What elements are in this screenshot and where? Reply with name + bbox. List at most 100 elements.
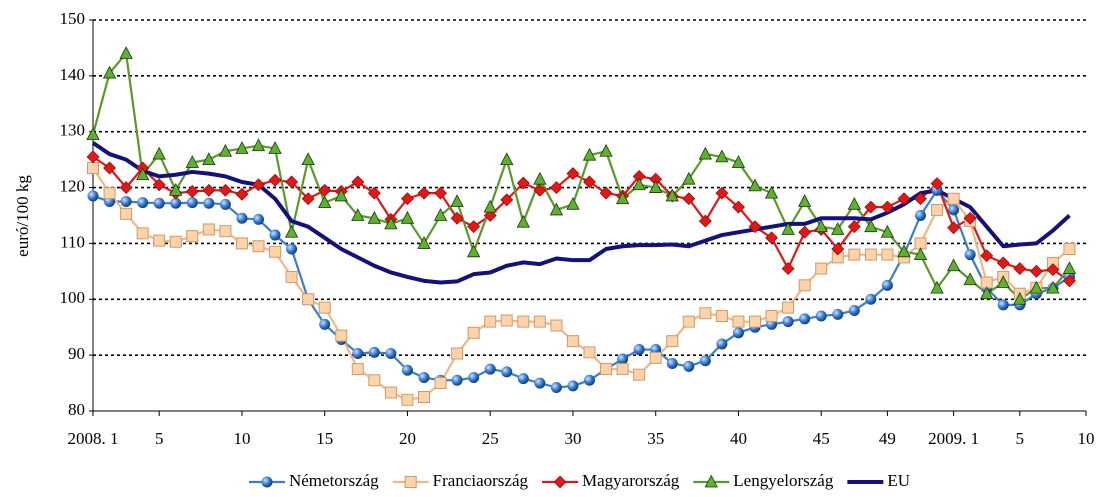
marker <box>666 335 679 348</box>
marker <box>600 363 613 376</box>
marker <box>566 196 580 210</box>
marker <box>186 197 198 209</box>
x-tick-label: 30 <box>564 429 581 448</box>
marker <box>583 346 596 359</box>
marker <box>616 363 629 376</box>
marker <box>732 315 745 328</box>
marker <box>765 310 778 323</box>
marker <box>252 240 265 253</box>
marker <box>797 194 812 207</box>
marker <box>501 366 513 378</box>
marker <box>897 244 911 258</box>
marker <box>946 258 961 272</box>
marker <box>533 315 546 328</box>
marker <box>1046 280 1060 294</box>
marker <box>87 162 99 175</box>
x-tick-label: 35 <box>647 429 664 448</box>
marker <box>285 175 299 189</box>
marker <box>782 316 794 328</box>
x-tick-label: 10 <box>1078 429 1095 448</box>
marker <box>102 65 117 79</box>
marker <box>930 177 944 191</box>
marker <box>152 178 166 192</box>
legend-label: Németország <box>289 471 379 490</box>
y-axis-label: euró/100 kg <box>13 175 32 257</box>
marker <box>931 184 943 196</box>
marker <box>252 178 265 192</box>
marker <box>698 214 712 228</box>
marker <box>550 382 562 394</box>
marker <box>367 210 382 224</box>
marker <box>682 315 695 328</box>
marker <box>633 368 646 381</box>
marker <box>170 197 182 209</box>
marker <box>765 231 778 245</box>
marker <box>566 335 579 348</box>
marker <box>235 237 248 250</box>
marker <box>947 192 960 205</box>
marker <box>732 200 745 214</box>
marker <box>1046 263 1060 277</box>
marker <box>368 374 381 387</box>
marker <box>218 143 233 157</box>
marker <box>881 248 894 261</box>
marker <box>467 326 480 339</box>
marker <box>417 186 431 200</box>
marker <box>583 175 596 189</box>
marker <box>251 138 266 152</box>
marker <box>997 299 1009 311</box>
marker <box>285 270 298 283</box>
marker <box>632 177 646 191</box>
marker <box>467 220 481 234</box>
marker <box>615 191 630 205</box>
marker <box>385 347 397 359</box>
series-line <box>92 167 1071 401</box>
marker <box>434 186 447 200</box>
marker <box>103 187 116 200</box>
marker <box>931 203 944 216</box>
marker <box>468 371 480 383</box>
marker <box>268 173 282 187</box>
marker <box>848 304 860 316</box>
marker <box>219 225 232 238</box>
x-tick-label: 5 <box>155 429 164 448</box>
legend-label: EU <box>887 471 910 490</box>
marker <box>963 211 977 225</box>
marker <box>831 222 845 235</box>
marker <box>617 353 629 365</box>
x-tick-label: 2008. 1 <box>68 429 119 448</box>
marker <box>169 235 182 248</box>
marker <box>996 275 1010 288</box>
marker <box>534 377 546 389</box>
y-tick-label: 130 <box>60 121 86 140</box>
marker <box>864 248 877 261</box>
marker <box>864 219 878 233</box>
marker <box>533 171 547 185</box>
marker <box>748 220 762 234</box>
marker <box>516 176 530 190</box>
marker <box>980 286 994 300</box>
marker <box>880 200 894 214</box>
marker <box>963 272 977 286</box>
marker <box>682 171 696 185</box>
x-tick-label: 25 <box>482 429 499 448</box>
marker <box>384 216 398 230</box>
marker <box>318 301 331 314</box>
marker <box>649 351 662 364</box>
marker <box>947 221 961 235</box>
marker <box>865 293 877 305</box>
marker <box>202 183 216 197</box>
marker <box>781 222 795 235</box>
marker <box>582 147 597 161</box>
marker <box>400 210 415 224</box>
marker <box>748 178 762 192</box>
legend-marker <box>261 476 273 488</box>
y-tick-label: 150 <box>60 9 86 28</box>
y-tick-label: 100 <box>60 288 86 307</box>
marker <box>683 360 695 372</box>
marker <box>135 167 150 181</box>
marker <box>964 249 976 261</box>
marker <box>1013 291 1027 305</box>
marker <box>484 315 497 328</box>
